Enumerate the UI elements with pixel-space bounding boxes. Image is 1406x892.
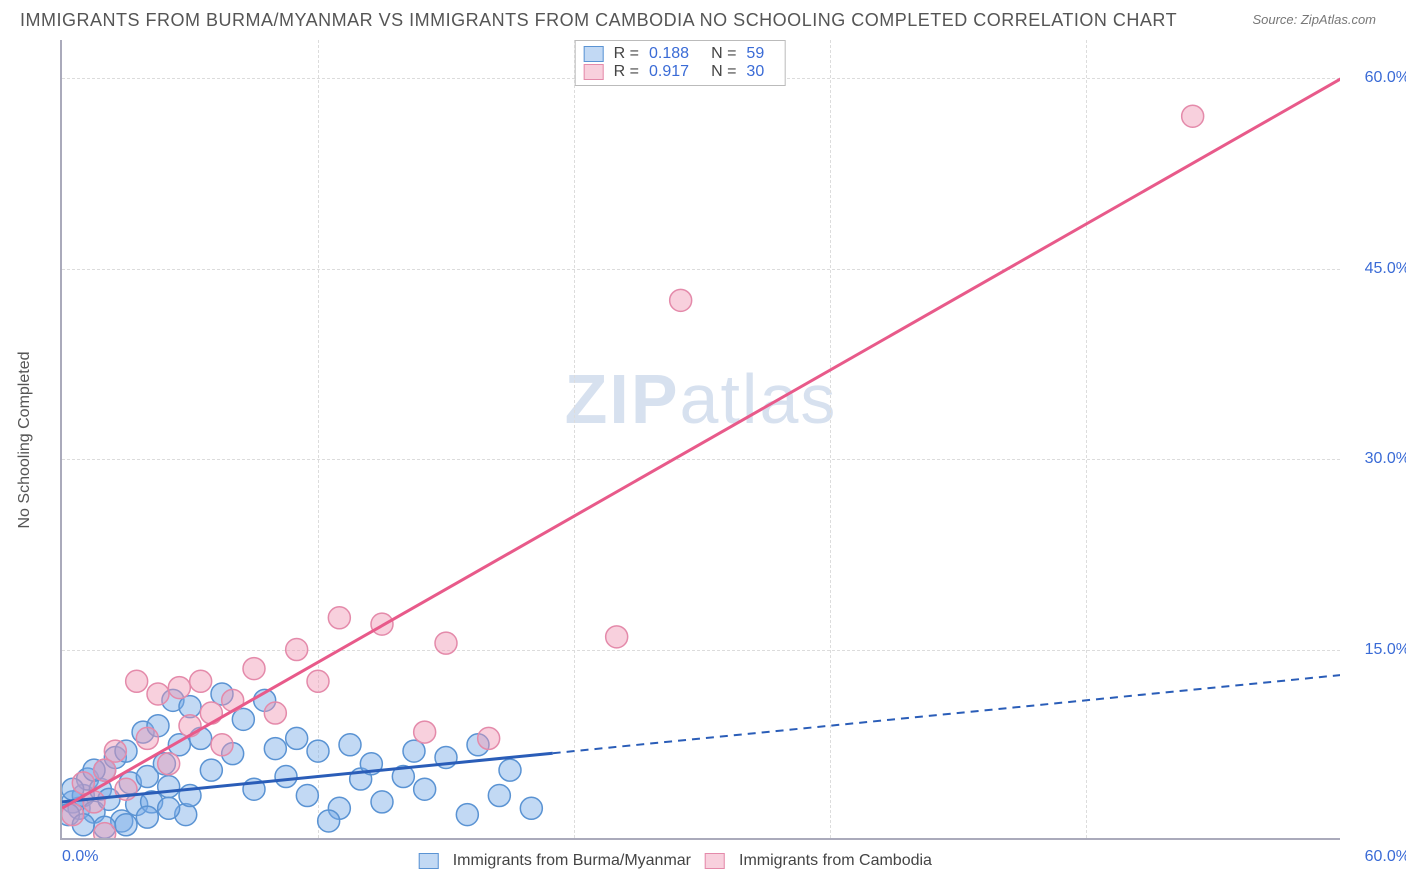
chart-title: IMMIGRANTS FROM BURMA/MYANMAR VS IMMIGRA… — [20, 10, 1177, 31]
scatter-svg — [62, 40, 1340, 838]
legend-stats: R = 0.188 N = 59 R = 0.917 N = 30 — [575, 40, 786, 86]
plot-region: ZIPatlas 15.0%30.0%45.0%60.0% R = 0.188 … — [60, 40, 1340, 840]
swatch-burma-icon — [584, 46, 604, 62]
n-value-burma: 59 — [746, 45, 764, 63]
swatch-cambodia-icon — [584, 64, 604, 80]
y-tick-label: 45.0% — [1365, 260, 1406, 278]
n-label: N = — [711, 63, 736, 81]
legend-stats-row-2: R = 0.917 N = 30 — [584, 63, 777, 81]
y-tick-label: 60.0% — [1365, 69, 1406, 87]
r-value-burma: 0.188 — [649, 45, 689, 63]
y-tick-label: 30.0% — [1365, 450, 1406, 468]
r-label: R = — [614, 45, 639, 63]
source-attribution: Source: ZipAtlas.com — [1252, 12, 1376, 27]
x-tick-max: 60.0% — [1365, 848, 1406, 866]
r-value-cambodia: 0.917 — [649, 63, 689, 81]
n-value-cambodia: 30 — [746, 63, 764, 81]
y-axis-label: No Schooling Completed — [16, 352, 34, 529]
y-tick-label: 15.0% — [1365, 641, 1406, 659]
legend-series: Immigrants from Burma/Myanmar Immigrants… — [419, 852, 932, 870]
legend-label-burma: Immigrants from Burma/Myanmar — [453, 852, 691, 870]
chart-area: No Schooling Completed ZIPatlas 15.0%30.… — [60, 40, 1340, 840]
legend-label-cambodia: Immigrants from Cambodia — [739, 852, 932, 870]
r-label: R = — [614, 63, 639, 81]
x-tick-min: 0.0% — [62, 848, 98, 866]
swatch-burma-icon — [419, 853, 439, 869]
swatch-cambodia-icon — [705, 853, 725, 869]
n-label: N = — [711, 45, 736, 63]
legend-stats-row-1: R = 0.188 N = 59 — [584, 45, 777, 63]
